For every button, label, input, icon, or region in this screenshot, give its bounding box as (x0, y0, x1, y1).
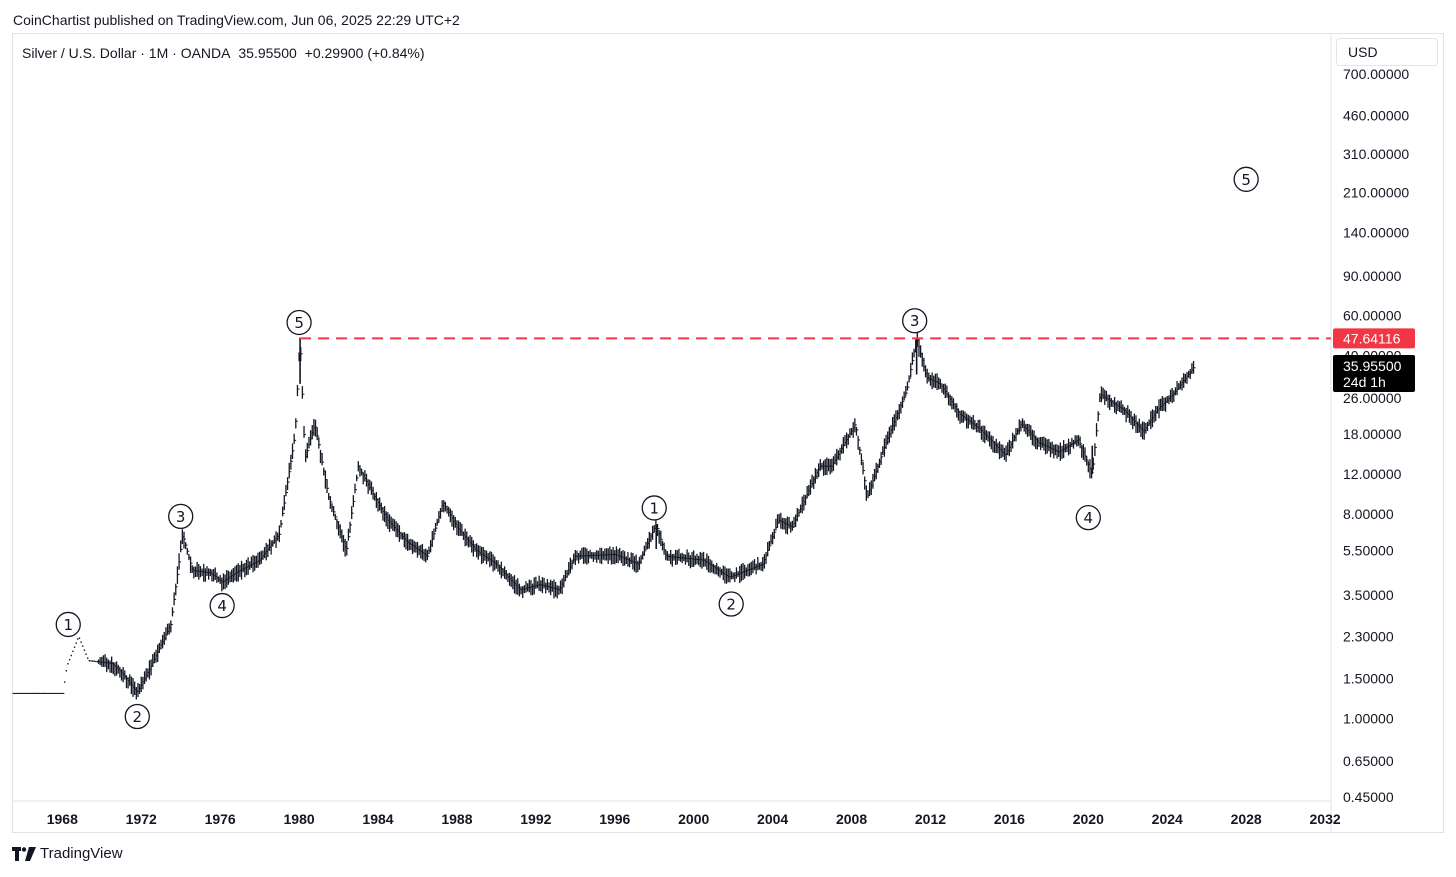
price-bar (85, 653, 87, 655)
price-bar (86, 657, 89, 659)
price-bar (75, 642, 77, 644)
price-tick-label: 140.00000 (1343, 224, 1409, 240)
last-price: 35.95500 (238, 45, 297, 61)
wave-label: 1 (63, 616, 73, 634)
price-bar (96, 660, 99, 663)
time-tick-label: 2020 (1073, 811, 1104, 827)
wave-label: 4 (217, 597, 227, 615)
wave-label: 3 (176, 508, 186, 526)
price-bar (78, 637, 81, 639)
bar-countdown-label: 24d 1h (1343, 374, 1386, 390)
symbol-name: Silver / U.S. Dollar · 1M · OANDA (22, 45, 231, 61)
wave-label: 3 (910, 312, 920, 330)
price-change: +0.29900 (+0.84%) (304, 45, 425, 61)
price-tick-label: 12.00000 (1343, 466, 1402, 482)
price-bar (77, 638, 79, 640)
price-bar (67, 663, 69, 665)
tradingview-logo-icon (12, 846, 36, 861)
wave-label: 2 (133, 708, 143, 726)
time-tick-label: 1976 (205, 811, 236, 827)
time-tick-label: 2032 (1310, 811, 1341, 827)
price-tick-label: 3.50000 (1343, 587, 1394, 603)
time-tick-label: 2012 (915, 811, 946, 827)
price-bar (80, 641, 82, 643)
price-bar (82, 645, 84, 647)
wave-label-circle (1075, 504, 1101, 531)
symbol-legend[interactable]: Silver / U.S. Dollar · 1M · OANDA 35.955… (22, 45, 429, 61)
time-axis: 1968 1972 1976 1980 1984 1988 1992 1996 2000 2004… (47, 811, 1341, 827)
wave-label-circle (286, 309, 312, 336)
price-tick-label: 0.45000 (1343, 789, 1394, 805)
price-bar (93, 660, 95, 662)
price-bar (90, 660, 92, 662)
price-bars (12, 332, 1196, 700)
wave-label: 4 (1084, 509, 1094, 527)
wave-label-circle (718, 591, 744, 617)
price-bar (95, 660, 97, 663)
price-tick-label: 18.00000 (1343, 426, 1402, 442)
price-tick-label: 0.65000 (1343, 753, 1394, 769)
tradingview-footer[interactable]: TradingView (12, 845, 123, 862)
price-bar (68, 658, 71, 661)
price-bar (72, 650, 74, 653)
time-tick-label: 1972 (126, 811, 157, 827)
price-tick-label: 210.00000 (1343, 184, 1409, 200)
current-price-label: 35.95500 (1343, 358, 1402, 374)
wave-label-circle (641, 495, 667, 521)
price-bar (65, 670, 68, 672)
time-tick-label: 2016 (994, 811, 1025, 827)
price-bar (88, 660, 91, 662)
price-tick-label: 1.00000 (1343, 710, 1394, 726)
wave-labels: 1 2 3 4 5 1 2 3 4 5 (55, 166, 1259, 730)
price-tick-label: 8.00000 (1343, 506, 1394, 522)
wave-label-circle (209, 592, 235, 619)
current-price-label-bg (1333, 355, 1415, 393)
wave-label-circle (1233, 166, 1259, 192)
time-tick-label: 2028 (1231, 811, 1262, 827)
wave-label: 5 (1241, 171, 1251, 189)
wave-label-circle (902, 308, 928, 334)
wave-label-circle (168, 503, 194, 530)
time-tick-label: 1968 (47, 811, 78, 827)
time-tick-label: 1992 (520, 811, 551, 827)
price-tick-label: 90.00000 (1343, 268, 1402, 284)
time-tick-label: 1980 (284, 811, 315, 827)
wave-label-circle (124, 703, 150, 730)
price-bar (70, 654, 72, 657)
publisher-line: CoinChartist published on TradingView.co… (13, 12, 460, 28)
time-tick-label: 1996 (599, 811, 630, 827)
price-tick-label: 700.00000 (1343, 66, 1409, 82)
price-tick-label: 310.00000 (1343, 146, 1409, 162)
price-axis: 700.00000 460.00000 310.00000 210.00000 140.… (1343, 66, 1409, 805)
price-bar (91, 660, 94, 662)
currency-selector[interactable]: USD (1336, 38, 1438, 66)
price-tick-label: 5.50000 (1343, 543, 1394, 559)
wave-label: 1 (649, 499, 659, 517)
price-tick-label: 26.00000 (1343, 390, 1402, 406)
resistance-price-label-bg (1333, 328, 1415, 349)
time-tick-label: 1984 (362, 811, 393, 827)
price-tick-label: 460.00000 (1343, 107, 1409, 123)
time-tick-label: 2004 (757, 811, 788, 827)
time-tick-label: 2000 (678, 811, 709, 827)
price-tick-label: 60.00000 (1343, 308, 1402, 324)
time-tick-label: 1988 (441, 811, 472, 827)
price-bar (83, 649, 86, 651)
price-bar (63, 681, 66, 683)
time-tick-label: 2024 (1152, 811, 1183, 827)
price-tick-label: 2.30000 (1343, 629, 1394, 645)
wave-label-circle (55, 611, 81, 638)
resistance-price-label: 47.64116 (1343, 330, 1401, 346)
chart-frame[interactable] (12, 33, 1444, 833)
time-tick-label: 2008 (836, 811, 867, 827)
wave-label: 5 (294, 314, 304, 332)
wave-label: 2 (726, 596, 736, 614)
price-tick-label: 1.50000 (1343, 671, 1394, 687)
price-bar (73, 646, 76, 648)
tradingview-brand: TradingView (40, 845, 123, 862)
